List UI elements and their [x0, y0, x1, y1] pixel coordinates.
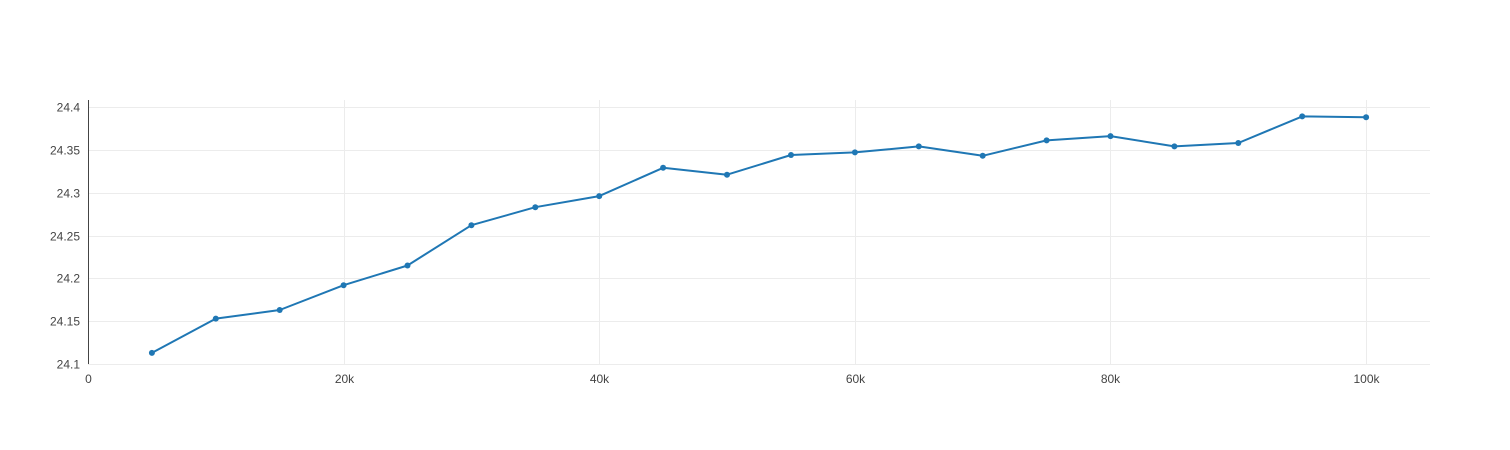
data-point[interactable] [1235, 140, 1242, 146]
y-tick-label: 24.2 [57, 272, 81, 286]
data-point[interactable] [660, 164, 667, 171]
y-tick-label: 24.35 [50, 144, 80, 158]
data-point[interactable] [1107, 133, 1114, 140]
data-point[interactable] [404, 262, 411, 269]
data-point[interactable] [1171, 143, 1178, 150]
x-tick-label: 100k [1353, 372, 1380, 386]
data-point[interactable] [1299, 113, 1306, 120]
y-tick-label: 24.1 [57, 358, 81, 372]
y-tick-label: 24.15 [50, 315, 80, 329]
x-tick-label: 80k [1101, 372, 1121, 386]
x-tick-label: 20k [335, 372, 355, 386]
x-tick-label: 60k [846, 372, 866, 386]
y-tick-label: 24.4 [57, 101, 81, 115]
data-point[interactable] [340, 282, 347, 289]
series-line [150, 115, 1368, 354]
x-tick-label: 40k [590, 372, 610, 386]
axis-layer: 24.1 24.15 24.2 24.25 24.3 24.35 24.4 0 20k 40k 60… [50, 100, 1381, 386]
data-point[interactable] [276, 307, 283, 313]
y-tick-label: 24.3 [57, 187, 81, 201]
data-point[interactable] [468, 222, 475, 229]
data-point[interactable] [724, 171, 730, 178]
series-layer [148, 113, 1370, 356]
grid-layer [88, 100, 1430, 365]
data-point[interactable] [851, 149, 858, 156]
data-point[interactable] [788, 152, 794, 158]
y-tick-label: 24.25 [50, 230, 80, 244]
data-point[interactable] [915, 143, 922, 150]
data-point[interactable] [532, 204, 539, 211]
data-point[interactable] [148, 349, 155, 356]
data-point[interactable] [1363, 114, 1370, 121]
data-point[interactable] [1043, 137, 1050, 144]
data-point[interactable] [596, 193, 603, 200]
data-point[interactable] [979, 152, 986, 159]
x-tick-label: 0 [85, 372, 92, 386]
data-point[interactable] [212, 315, 219, 322]
